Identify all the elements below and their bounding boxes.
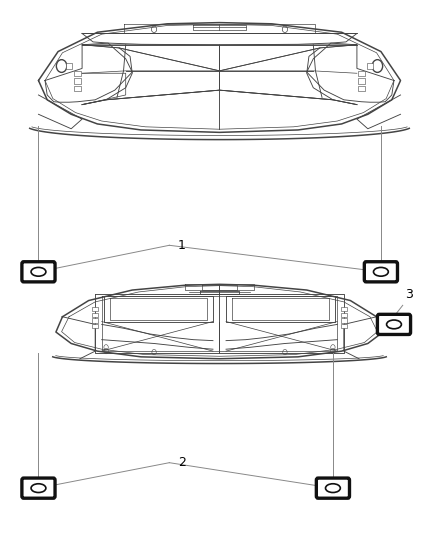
Ellipse shape bbox=[31, 268, 46, 276]
Bar bbox=[74, 78, 81, 84]
Ellipse shape bbox=[325, 484, 339, 492]
Bar bbox=[340, 324, 346, 328]
Bar bbox=[74, 86, 81, 91]
Text: 1: 1 bbox=[178, 239, 186, 252]
Text: 3: 3 bbox=[404, 288, 412, 301]
Bar bbox=[366, 63, 373, 69]
Bar bbox=[65, 63, 72, 69]
Bar bbox=[92, 307, 98, 311]
FancyBboxPatch shape bbox=[316, 478, 349, 498]
Text: 2: 2 bbox=[178, 456, 186, 469]
Ellipse shape bbox=[386, 320, 400, 329]
Bar bbox=[340, 313, 346, 317]
Bar bbox=[357, 78, 364, 84]
Bar bbox=[74, 70, 81, 76]
Bar bbox=[357, 70, 364, 76]
Ellipse shape bbox=[373, 268, 388, 276]
Bar bbox=[92, 313, 98, 317]
FancyBboxPatch shape bbox=[364, 262, 396, 282]
FancyBboxPatch shape bbox=[377, 314, 410, 335]
Ellipse shape bbox=[31, 484, 46, 492]
Bar bbox=[357, 86, 364, 91]
Bar bbox=[92, 318, 98, 322]
Bar bbox=[92, 324, 98, 328]
FancyBboxPatch shape bbox=[22, 262, 55, 282]
Bar bbox=[340, 307, 346, 311]
Bar bbox=[340, 318, 346, 322]
FancyBboxPatch shape bbox=[22, 478, 55, 498]
